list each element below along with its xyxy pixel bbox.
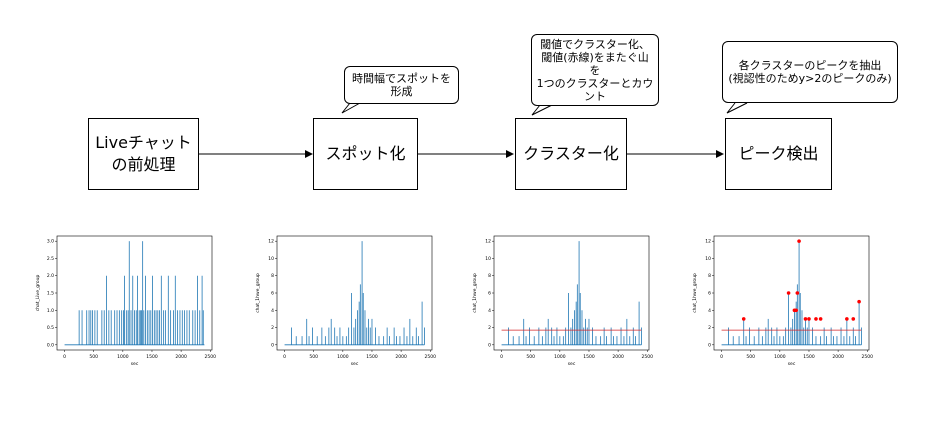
x-tick-label: 2500 xyxy=(425,354,437,360)
peak-marker xyxy=(814,317,818,321)
peak-marker xyxy=(797,239,801,243)
chart-cluster-threshold: 0 500 1000 1500 2000 2500 0 2 4 6 8 10 12 sec chat_1hw… xyxy=(470,230,655,368)
peak-marker xyxy=(807,317,811,321)
y-axis-label: chat_1hwe_group xyxy=(472,273,478,313)
y-tick-label: 10 xyxy=(705,256,711,262)
y-tick-label: 8 xyxy=(488,273,491,279)
step-label: ピーク検出 xyxy=(738,144,819,163)
x-tick-label: 2000 xyxy=(175,354,187,360)
y-tick-label: 2.0 xyxy=(47,273,54,279)
step-spot: スポット化 xyxy=(313,118,418,190)
y-tick-label: 8 xyxy=(271,273,274,279)
step-peak: ピーク検出 xyxy=(725,118,832,190)
x-tick-label: 1500 xyxy=(583,354,595,360)
note-tail-1 xyxy=(341,102,361,114)
y-tick-label: 1.0 xyxy=(47,308,54,314)
plot-frame xyxy=(276,235,433,351)
x-tick-label: 2500 xyxy=(642,354,654,360)
x-tick-label: 2000 xyxy=(395,354,407,360)
y-tick-label: 3.0 xyxy=(47,239,54,245)
x-tick-label: 0 xyxy=(500,354,503,360)
y-tick-label: 2 xyxy=(708,325,711,331)
peak-marker xyxy=(786,291,791,295)
y-tick-label: 6 xyxy=(488,291,491,297)
y-tick-label: 12 xyxy=(268,239,274,245)
x-tick-label: 500 xyxy=(746,354,755,360)
y-tick-label: 0.0 xyxy=(47,342,54,348)
x-tick-label: 2500 xyxy=(862,354,874,360)
step-label: Liveチャット の前処理 xyxy=(95,133,192,174)
x-tick-label: 2000 xyxy=(612,354,624,360)
step-preprocess: Liveチャット の前処理 xyxy=(88,118,199,190)
x-tick-label: 0 xyxy=(283,354,286,360)
x-tick-label: 1000 xyxy=(117,354,129,360)
peak-marker xyxy=(803,317,808,321)
x-axis-label: sec xyxy=(351,362,359,367)
step-cluster: クラスター化 xyxy=(515,118,627,190)
x-tick-label: 1500 xyxy=(146,354,158,360)
chart-live-group: 0 500 1000 1500 2000 2500 0.0 0.5 1.0 1.5 2.0 2.5 3.… xyxy=(33,230,218,368)
x-axis-label: sec xyxy=(568,362,576,367)
y-axis-label: chat_Live_group xyxy=(35,275,41,312)
peak-marker xyxy=(794,308,798,313)
y-tick-label: 12 xyxy=(485,239,491,245)
x-axis-label: sec xyxy=(788,362,796,367)
note-tail-2 xyxy=(531,104,553,116)
x-tick-label: 1000 xyxy=(774,354,786,360)
y-tick-label: 4 xyxy=(708,308,711,314)
chart-spot-group: 0 500 1000 1500 2000 2500 0 2 4 6 8 10 12 sec chat_1hw… xyxy=(253,230,438,368)
y-tick-label: 2.5 xyxy=(47,256,54,262)
x-tick-label: 2000 xyxy=(832,354,844,360)
peak-marker xyxy=(818,317,823,321)
y-tick-label: 1.5 xyxy=(47,291,54,297)
peak-marker xyxy=(741,317,746,321)
note-cluster: 閾値でクラスター化、 閾値(赤線)をまたぐ山を 1つのクラスターとカウ ント xyxy=(531,34,659,106)
x-tick-label: 500 xyxy=(526,354,535,360)
note-tail-3 xyxy=(726,102,748,114)
y-tick-label: 8 xyxy=(708,273,711,279)
x-tick-label: 1000 xyxy=(554,354,566,360)
y-axis-label: chat_1hwe_group xyxy=(255,273,261,313)
note-peak: 各クラスターのピークを抽出 (視認性のためy>2のピークのみ) xyxy=(722,41,898,103)
x-tick-label: 500 xyxy=(89,354,98,360)
x-tick-label: 0 xyxy=(720,354,723,360)
x-tick-label: 1500 xyxy=(366,354,378,360)
y-tick-label: 12 xyxy=(705,239,711,245)
y-tick-label: 2 xyxy=(271,325,274,331)
y-tick-label: 6 xyxy=(271,291,274,297)
y-tick-label: 6 xyxy=(708,291,711,297)
peak-marker xyxy=(845,317,849,321)
y-tick-label: 2 xyxy=(488,325,491,331)
plot-frame xyxy=(493,235,650,351)
step-label: クラスター化 xyxy=(523,144,619,163)
x-tick-label: 2500 xyxy=(205,354,217,360)
step-label: スポット化 xyxy=(325,144,406,163)
plot-frame xyxy=(713,235,870,351)
y-tick-label: 4 xyxy=(488,308,491,314)
x-axis-label: sec xyxy=(131,362,139,367)
y-tick-label: 0 xyxy=(708,342,711,348)
y-axis-label: chat_1hwe_group xyxy=(692,273,698,313)
y-tick-label: 10 xyxy=(268,256,274,262)
x-tick-label: 500 xyxy=(309,354,318,360)
x-tick-label: 1500 xyxy=(803,354,815,360)
y-tick-label: 0 xyxy=(488,342,491,348)
peak-marker xyxy=(857,299,861,304)
peak-marker xyxy=(851,317,856,321)
y-tick-label: 4 xyxy=(271,308,274,314)
chart-peak-detection: 0 500 1000 1500 2000 2500 0 2 4 6 8 10 12 sec chat_1hw… xyxy=(690,230,875,368)
y-tick-label: 0.5 xyxy=(47,325,54,331)
y-tick-label: 0 xyxy=(271,342,274,348)
note-spot: 時間幅でスポットを 形成 xyxy=(344,66,459,104)
peak-marker xyxy=(795,291,800,295)
x-tick-label: 1000 xyxy=(337,354,349,360)
x-tick-label: 0 xyxy=(63,354,66,360)
y-tick-label: 10 xyxy=(485,256,491,262)
